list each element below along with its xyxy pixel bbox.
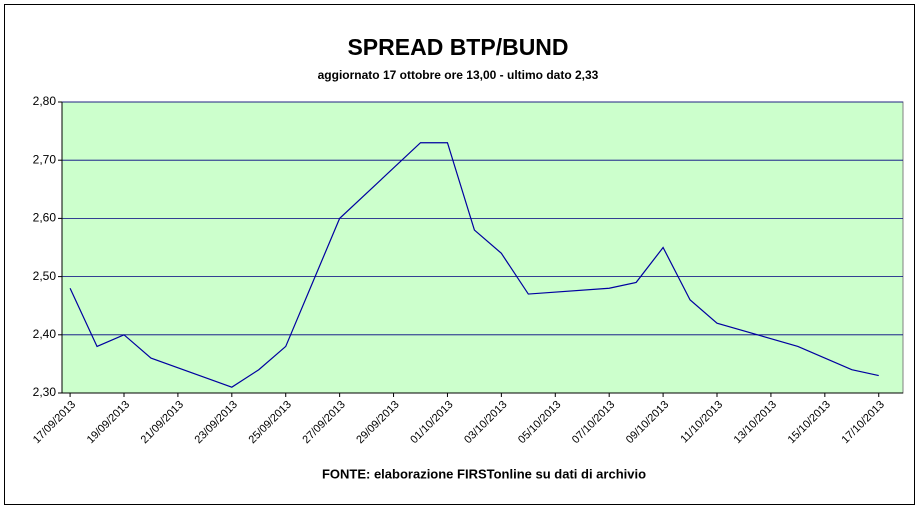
y-tick-label: 2,40	[33, 327, 57, 341]
data-line	[69, 142, 879, 388]
y-tick-label: 2,70	[33, 152, 57, 166]
y-tick-label: 2,50	[33, 269, 57, 283]
y-tick-label: 2,80	[33, 94, 57, 108]
plot-area	[61, 101, 904, 394]
chart-subtitle: aggiornato 17 ottobre ore 13,00 - ultimo…	[318, 68, 599, 82]
chart-title: SPREAD BTP/BUND	[347, 34, 568, 60]
source-note: FONTE: elaborazione FIRSTonline su dati …	[322, 466, 646, 481]
y-tick-label: 2,30	[33, 385, 57, 399]
y-tick-label: 2,60	[33, 211, 57, 225]
